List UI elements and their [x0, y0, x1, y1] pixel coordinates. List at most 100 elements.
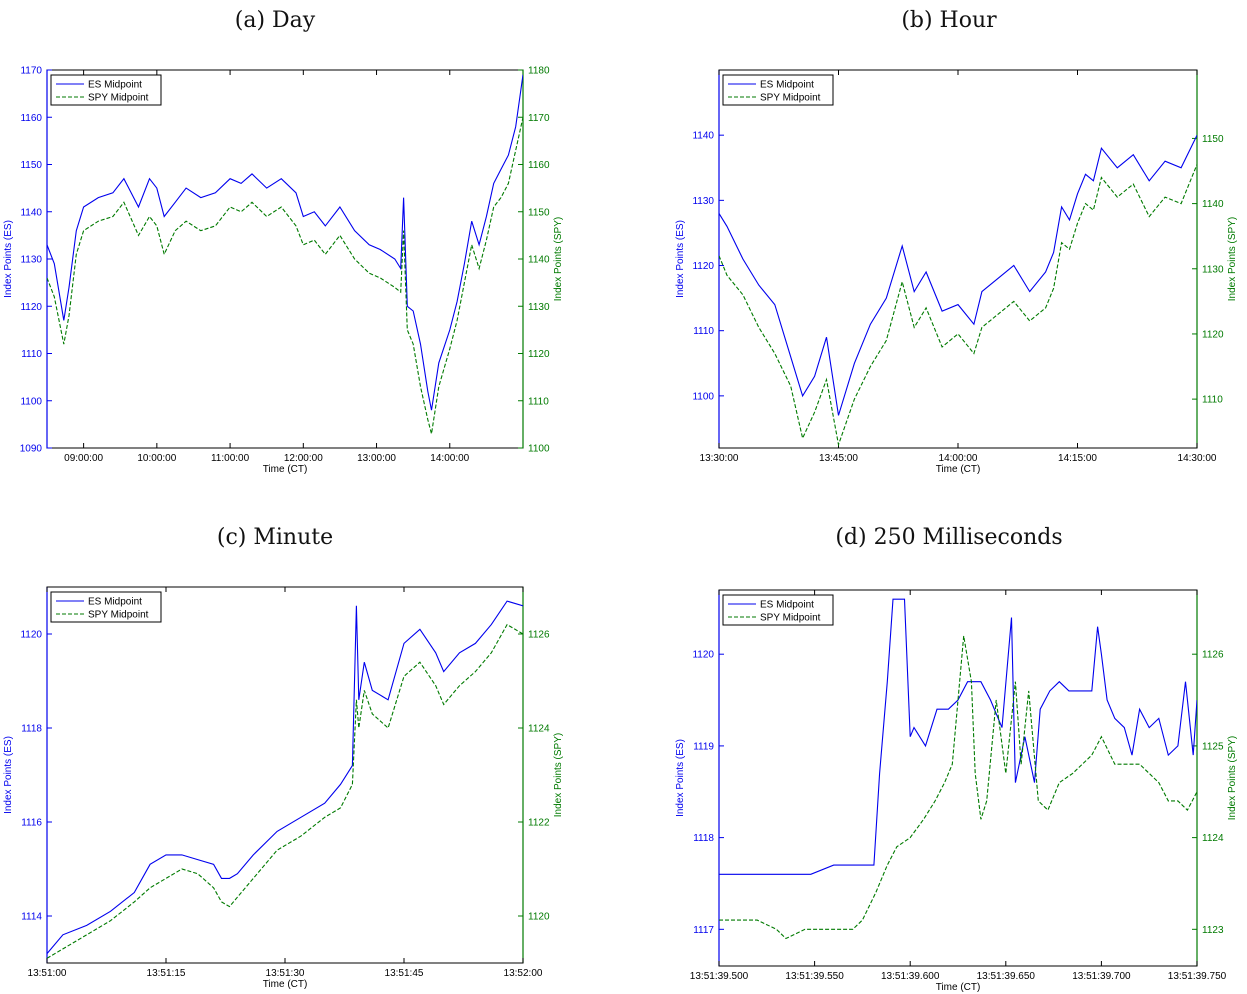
- x-tick-label: 14:00:00: [939, 453, 978, 464]
- left-y-tick-label: 1118: [21, 724, 42, 735]
- x-tick-label: 13:51:15: [147, 968, 186, 979]
- left-y-tick-label: 1118: [693, 833, 714, 844]
- spy-midpoint-line: [47, 623, 523, 959]
- legend-box: [50, 591, 162, 623]
- legend-entry: ES Midpoint: [88, 80, 142, 91]
- left-y-tick-label: 1110: [21, 349, 42, 360]
- right-y-tick-label: 1140: [528, 255, 550, 266]
- plot-area: [46, 69, 524, 449]
- x-tick-label: 13:00:00: [357, 453, 396, 464]
- right-y-tick-label: 1122: [528, 818, 550, 829]
- x-tick-label: 13:51:30: [266, 968, 305, 979]
- left-y-tick-label: 1114: [21, 912, 42, 923]
- left-y-axis-label: Index Points (ES): [3, 220, 14, 298]
- left-y-tick-label: 1160: [20, 113, 42, 124]
- x-tick-label: 13:51:45: [385, 968, 424, 979]
- x-tick-label: 13:51:39.750: [1168, 971, 1227, 982]
- right-y-tick-label: 1120: [1202, 329, 1224, 340]
- right-y-axis-label: Index Points (SPY): [1227, 736, 1238, 820]
- left-y-tick-label: 1130: [692, 196, 714, 207]
- right-y-axis-label: Index Points (SPY): [553, 217, 564, 301]
- x-axis-label: Time (CT): [936, 982, 981, 993]
- chart-title: (b) Hour: [901, 8, 997, 33]
- x-tick-label: 14:00:00: [430, 453, 469, 464]
- es-midpoint-line: [719, 598, 1197, 875]
- right-y-tick-label: 1124: [528, 724, 550, 735]
- x-tick-label: 13:51:39.700: [1072, 971, 1131, 982]
- left-y-tick-label: 1120: [20, 302, 42, 313]
- plot-area: [46, 586, 524, 964]
- x-tick-label: 14:30:00: [1178, 453, 1217, 464]
- right-y-tick-label: 1160: [528, 160, 550, 171]
- x-tick-label: 11:00:00: [211, 453, 250, 464]
- left-y-tick-label: 1100: [20, 396, 42, 407]
- left-y-tick-label: 1117: [693, 925, 714, 936]
- left-y-tick-label: 1100: [692, 391, 714, 402]
- legend-entry: SPY Midpoint: [88, 610, 149, 621]
- right-y-tick-label: 1130: [528, 302, 550, 313]
- es-midpoint-line: [719, 134, 1197, 416]
- chart-panel-1: (a) Day 09:00:00 10:00:00 11:00:00 12:00:00 1…: [3, 8, 564, 475]
- left-y-tick-label: 1130: [20, 255, 42, 266]
- x-tick-label: 13:51:00: [28, 968, 67, 979]
- left-y-axis-label: Index Points (ES): [3, 736, 14, 814]
- x-tick-label: 13:30:00: [700, 453, 739, 464]
- left-y-tick-label: 1110: [693, 326, 714, 337]
- legend-entry: SPY Midpoint: [760, 613, 821, 624]
- x-tick-label: 10:00:00: [137, 453, 176, 464]
- left-y-tick-label: 1120: [692, 261, 714, 272]
- spy-midpoint-line: [47, 117, 523, 434]
- right-y-tick-label: 1100: [528, 444, 550, 455]
- right-y-tick-label: 1110: [1202, 395, 1223, 406]
- x-tick-label: 13:51:39.500: [690, 971, 749, 982]
- left-y-tick-label: 1119: [693, 741, 714, 752]
- x-tick-label: 13:51:39.600: [881, 971, 940, 982]
- left-y-axis-label: Index Points (ES): [675, 739, 686, 817]
- left-y-tick-label: 1140: [692, 131, 714, 142]
- right-y-tick-label: 1126: [528, 630, 550, 641]
- legend: ES Midpoint SPY Midpoint: [50, 591, 162, 623]
- legend: ES Midpoint SPY Midpoint: [50, 74, 162, 106]
- spy-midpoint-line: [719, 164, 1197, 447]
- legend-entry: ES Midpoint: [88, 597, 142, 608]
- right-y-axis-label: Index Points (SPY): [553, 733, 564, 817]
- right-y-tick-label: 1150: [1202, 134, 1224, 145]
- right-y-tick-label: 1120: [528, 912, 550, 923]
- left-y-axis-label: Index Points (ES): [675, 220, 686, 298]
- right-y-axis-label: Index Points (SPY): [1227, 217, 1238, 301]
- right-y-tick-label: 1120: [528, 349, 550, 360]
- chart-panel-3: (c) Minute 13:51:00 13:51:15 13:51:30 13:51:…: [3, 525, 564, 990]
- right-y-tick-label: 1130: [1202, 264, 1224, 275]
- chart-title: (c) Minute: [217, 525, 333, 550]
- legend-entry: ES Midpoint: [760, 600, 814, 611]
- chart-title: (a) Day: [235, 8, 316, 33]
- right-y-tick-label: 1150: [528, 207, 550, 218]
- legend-box: [722, 74, 834, 106]
- x-tick-label: 12:00:00: [284, 453, 323, 464]
- left-y-tick-label: 1120: [692, 650, 714, 661]
- x-tick-label: 14:15:00: [1058, 453, 1097, 464]
- spy-midpoint-line: [719, 635, 1197, 940]
- right-y-tick-label: 1140: [1202, 199, 1224, 210]
- legend-box: [50, 74, 162, 106]
- x-tick-label: 09:00:00: [64, 453, 103, 464]
- es-midpoint-line: [47, 74, 523, 411]
- legend-entry: SPY Midpoint: [760, 93, 821, 104]
- x-axis-label: Time (CT): [263, 979, 308, 990]
- right-y-tick-label: 1170: [528, 113, 550, 124]
- x-axis-label: Time (CT): [936, 464, 981, 475]
- x-tick-label: 13:51:39.650: [977, 971, 1036, 982]
- x-tick-label: 13:51:39.550: [785, 971, 844, 982]
- right-y-tick-label: 1110: [528, 396, 549, 407]
- right-y-tick-label: 1123: [1202, 925, 1224, 936]
- legend: ES Midpoint SPY Midpoint: [722, 594, 834, 626]
- es-midpoint-line: [47, 600, 523, 954]
- chart-title: (d) 250 Milliseconds: [835, 525, 1062, 550]
- right-y-tick-label: 1126: [1202, 650, 1224, 661]
- legend-entry: SPY Midpoint: [88, 93, 149, 104]
- chart-panel-4: (d) 250 Milliseconds 13:51:39.500 13:51:39…: [675, 525, 1238, 993]
- x-tick-label: 13:52:00: [504, 968, 543, 979]
- chart-panel-2: (b) Hour 13:30:00 13:45:00 14:00:00 14:15:00…: [675, 8, 1238, 475]
- left-y-tick-label: 1090: [20, 444, 43, 455]
